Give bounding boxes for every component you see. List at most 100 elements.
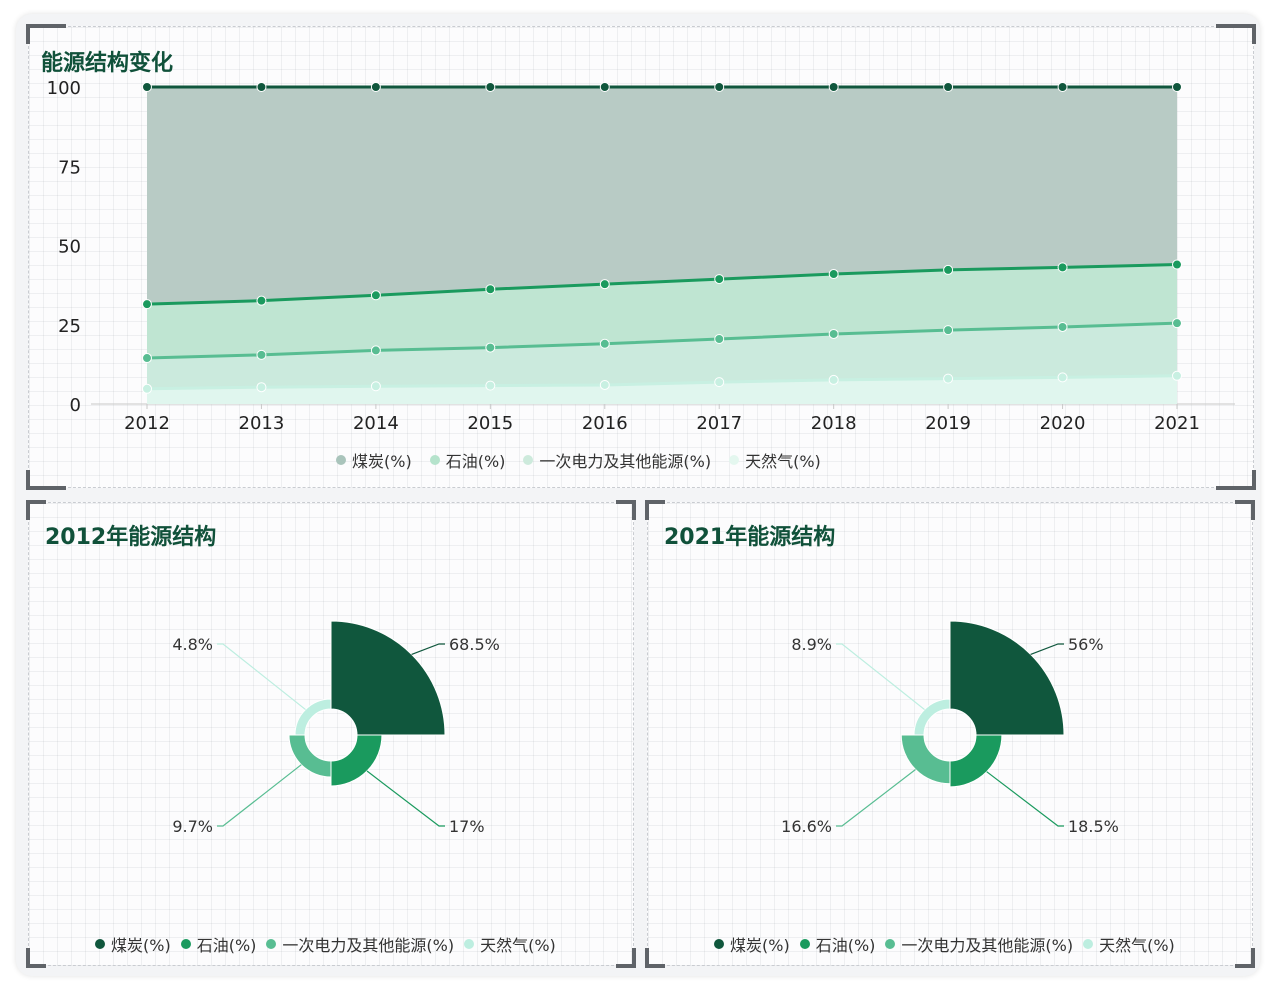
leader-line-oil [986, 771, 1064, 827]
area-coal [147, 87, 1177, 305]
point-other [828, 328, 839, 339]
data-label-coal: 68.5% [449, 635, 500, 654]
legend-item-other[interactable]: 一次电力及其他能源(%) [266, 932, 454, 956]
legend-item-gas[interactable]: 天然气(%) [464, 932, 556, 956]
area-other [147, 323, 1177, 389]
leader-line-oil [366, 770, 445, 827]
panel-title: 2021年能源结构 [664, 525, 836, 550]
leader-line-coal [1030, 643, 1064, 655]
x-tick-label: 2015 [467, 413, 513, 434]
data-label-other: 16.6% [781, 817, 832, 836]
rose-slice-coal [330, 620, 446, 736]
point-oil [828, 269, 839, 280]
rose-chart-2021: 56% 18.5% 16.6% 8.9% [781, 620, 1119, 836]
point-gas [828, 374, 839, 385]
point-other [142, 353, 152, 364]
point-other [943, 325, 954, 336]
y-tick-label: 25 [58, 316, 81, 337]
point-oil [943, 264, 954, 275]
rose-slice-other [288, 734, 332, 778]
energy-structure-trend-panel: 能源结构变化 0 25 50 75 100 2012 2013 2014 2015 2016 201… [26, 24, 1256, 490]
point-coal [256, 82, 267, 92]
legend-item-oil[interactable]: 石油(%) [799, 932, 875, 956]
line-other [146, 321, 1178, 360]
point-coal [943, 82, 954, 92]
x-tick-label: 2019 [925, 413, 971, 434]
point-coal [485, 82, 496, 92]
area-legend: 煤炭(%) 石油(%) 一次电力及其他能源(%) 天然气(%) [336, 448, 839, 472]
point-coal [599, 82, 610, 92]
legend-item-coal[interactable]: 煤炭(%) [95, 932, 171, 956]
point-coal [370, 82, 381, 92]
point-oil [485, 284, 496, 295]
point-other [256, 349, 267, 360]
y-tick-label: 75 [58, 157, 81, 178]
x-tick-label: 2014 [353, 413, 399, 434]
legend-item-coal[interactable]: 煤炭(%) [714, 932, 790, 956]
point-gas [1172, 370, 1182, 381]
leader-line-other [217, 764, 302, 827]
area-oil [147, 264, 1177, 359]
line-gas [146, 374, 1178, 391]
data-label-gas: 8.9% [791, 635, 832, 654]
legend-item-other[interactable]: 一次电力及其他能源(%) [885, 932, 1073, 956]
point-oil [1057, 262, 1068, 273]
legend-item-coal[interactable]: 煤炭(%) [336, 448, 412, 472]
point-gas [370, 381, 381, 392]
x-tick-label: 2017 [696, 413, 742, 434]
legend-item-other[interactable]: 一次电力及其他能源(%) [523, 448, 711, 472]
point-coal [828, 82, 839, 92]
leader-line-gas [217, 643, 306, 711]
panel-title: 能源结构变化 [41, 51, 174, 76]
area-gas [147, 375, 1177, 404]
stacked-area-chart: 0 25 50 75 100 2012 2013 2014 2015 2016 2017 2018 20… [47, 78, 1235, 434]
point-oil [142, 299, 152, 310]
energy-structure-2012-panel: 2012年能源结构 68.5% 17% 9.7% 4.8% 煤炭(%) 石油(%) 一… [26, 500, 636, 968]
pie-legend-2012: 煤炭(%) 石油(%) 一次电力及其他能源(%) 天然气(%) [95, 932, 566, 956]
point-oil [714, 274, 725, 285]
point-other [599, 338, 610, 349]
point-gas [943, 373, 954, 384]
point-gas [256, 382, 267, 393]
point-oil [370, 290, 381, 301]
x-tick-label: 2020 [1040, 413, 1086, 434]
rose-slice-gas [913, 698, 951, 736]
point-gas [599, 379, 610, 390]
leader-line-gas [836, 643, 925, 711]
point-other [485, 342, 496, 353]
point-gas [485, 380, 496, 391]
point-other [370, 345, 381, 356]
data-label-coal: 56% [1068, 635, 1104, 654]
data-label-other: 9.7% [172, 817, 213, 836]
point-gas [714, 377, 725, 388]
point-oil [1172, 259, 1182, 270]
point-coal [1057, 82, 1068, 92]
data-label-oil: 18.5% [1068, 817, 1119, 836]
point-coal [142, 82, 152, 92]
energy-structure-2021-panel: 2021年能源结构 56% 18.5% 16.6% 8.9% 煤炭(%) 石油(%) … [645, 500, 1255, 968]
rose-slice-oil [330, 734, 383, 787]
point-oil [256, 295, 267, 306]
x-tick-label: 2013 [239, 413, 285, 434]
legend-item-gas[interactable]: 天然气(%) [1083, 932, 1175, 956]
x-tick-label: 2016 [582, 413, 628, 434]
y-tick-label: 100 [47, 78, 81, 99]
point-gas [142, 383, 152, 394]
point-gas [1057, 372, 1068, 383]
line-oil [146, 263, 1178, 306]
x-tick-label: 2012 [124, 413, 170, 434]
legend-item-gas[interactable]: 天然气(%) [729, 448, 821, 472]
data-label-oil: 17% [449, 817, 485, 836]
point-coal [1172, 82, 1182, 92]
leader-line-other [836, 768, 916, 827]
legend-item-oil[interactable]: 石油(%) [180, 932, 256, 956]
rose-slice-other [900, 734, 951, 785]
legend-item-oil[interactable]: 石油(%) [429, 448, 505, 472]
y-tick-label: 0 [70, 395, 81, 416]
point-oil [599, 279, 610, 290]
rose-slice-oil [949, 734, 1003, 788]
x-tick-label: 2018 [811, 413, 857, 434]
leader-line-coal [411, 643, 445, 655]
point-other [1172, 318, 1182, 329]
point-other [1057, 321, 1068, 332]
